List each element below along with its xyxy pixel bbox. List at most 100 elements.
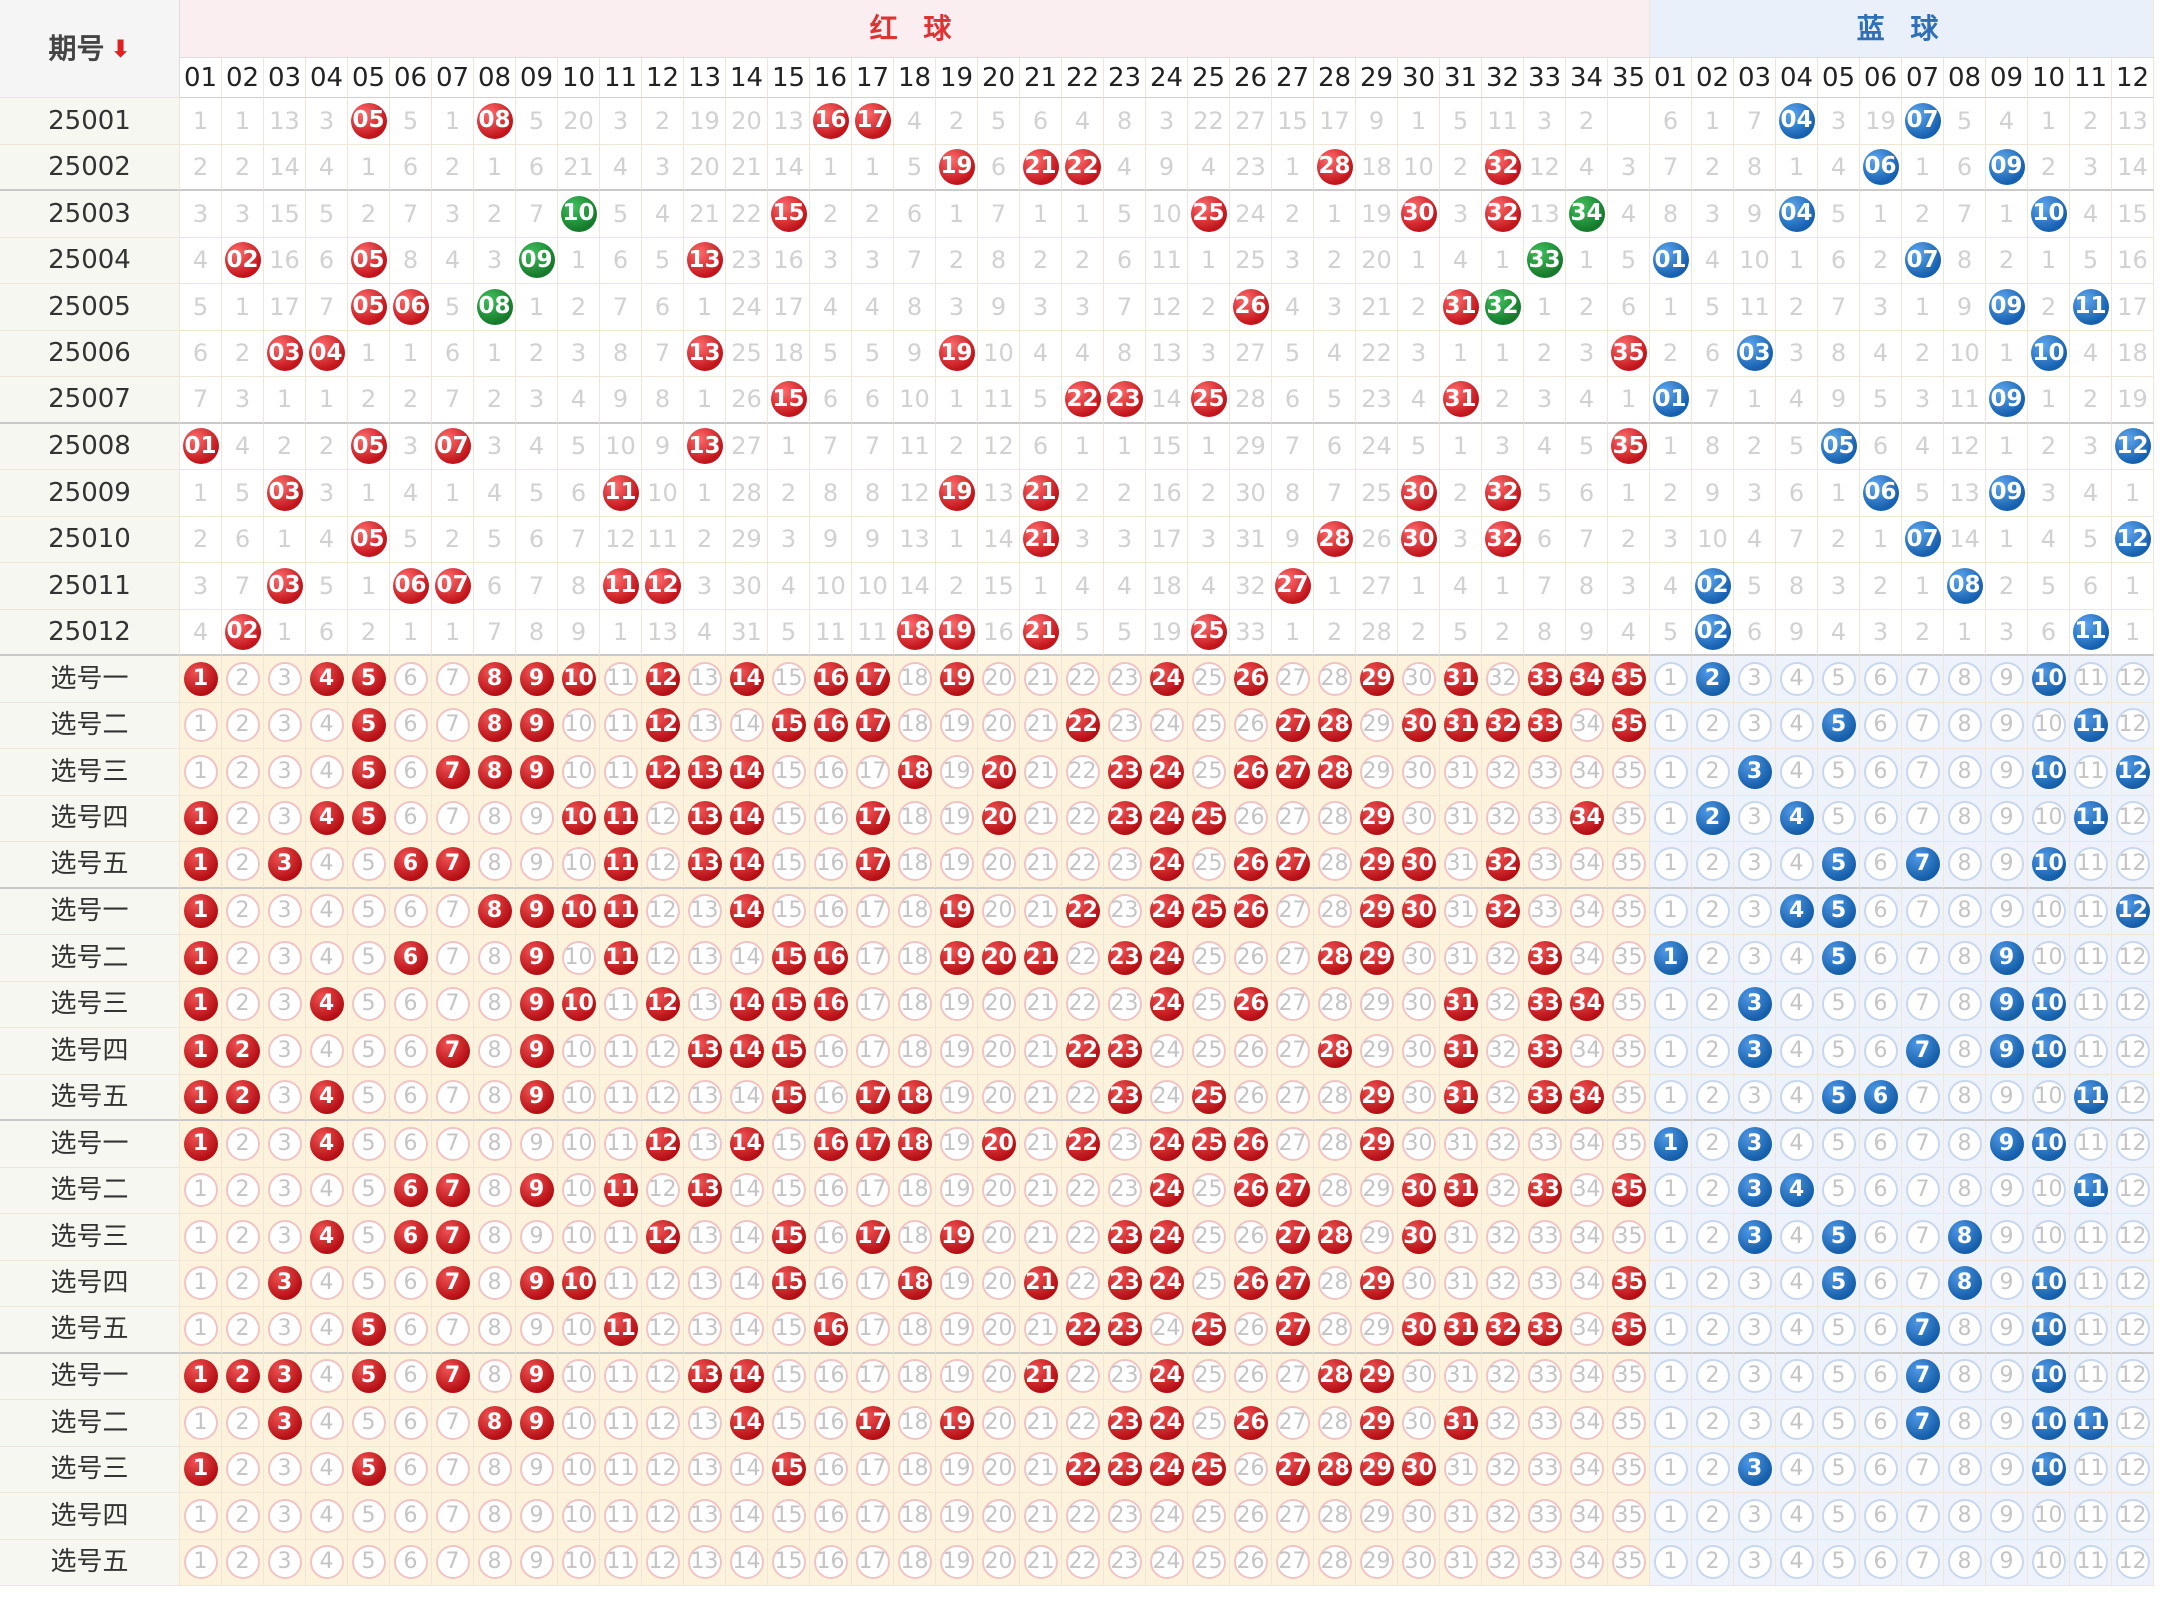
blue-selected-ball[interactable]: 9 [1989, 940, 2024, 975]
red-number-option[interactable]: 9 [519, 1312, 554, 1347]
pick-red-cell[interactable]: 13 [684, 935, 726, 982]
blue-selected-ball[interactable]: 7 [1905, 1312, 1940, 1347]
red-number-option[interactable]: 2 [225, 940, 260, 975]
pick-red-cell[interactable]: 11 [600, 1028, 642, 1075]
red-number-option[interactable]: 33 [1527, 1545, 1562, 1580]
pick-red-cell[interactable]: 6 [390, 1446, 432, 1493]
red-number-option[interactable]: 25 [1191, 1545, 1226, 1580]
pick-red-cell[interactable]: 34 [1566, 656, 1608, 703]
pick-red-cell[interactable]: 17 [852, 1121, 894, 1168]
pick-blue-cell[interactable]: 7 [1902, 1539, 1944, 1586]
pick-red-cell[interactable]: 1 [180, 1121, 222, 1168]
red-selected-ball[interactable]: 31 [1443, 708, 1478, 743]
red-number-option[interactable]: 20 [981, 1219, 1016, 1254]
pick-red-cell[interactable]: 11 [600, 1121, 642, 1168]
pick-red-cell[interactable]: 17 [852, 1167, 894, 1214]
red-number-option[interactable]: 35 [1611, 801, 1646, 836]
pick-red-cell[interactable]: 3 [264, 1307, 306, 1354]
blue-number-option[interactable]: 9 [1989, 1079, 2024, 1114]
pick-red-cell[interactable]: 17 [852, 1539, 894, 1586]
red-number-option[interactable]: 10 [561, 1033, 596, 1068]
red-selected-ball[interactable]: 12 [645, 661, 680, 696]
pick-red-cell[interactable]: 27 [1272, 1307, 1314, 1354]
red-number-option[interactable]: 32 [1485, 1219, 1520, 1254]
pick-blue-cell[interactable]: 9 [1986, 702, 2028, 749]
pick-red-cell[interactable]: 12 [642, 1167, 684, 1214]
red-selected-ball[interactable]: 29 [1359, 1079, 1394, 1114]
red-selected-ball[interactable]: 27 [1275, 708, 1310, 743]
pick-red-cell[interactable]: 1 [180, 795, 222, 842]
red-number-option[interactable]: 19 [939, 1079, 974, 1114]
pick-blue-cell[interactable]: 7 [1902, 702, 1944, 749]
red-selected-ball[interactable]: 29 [1359, 661, 1394, 696]
pick-blue-cell[interactable]: 8 [1944, 888, 1986, 935]
red-number-option[interactable]: 27 [1275, 894, 1310, 929]
pick-blue-cell[interactable]: 8 [1944, 1028, 1986, 1075]
blue-selected-ball[interactable]: 5 [1821, 1079, 1856, 1114]
pick-red-cell[interactable]: 34 [1566, 1307, 1608, 1354]
red-number-option[interactable]: 26 [1233, 1545, 1268, 1580]
pick-red-cell[interactable]: 18 [894, 1446, 936, 1493]
pick-red-cell[interactable]: 33 [1524, 749, 1566, 796]
blue-number-option[interactable]: 12 [2115, 1312, 2150, 1347]
red-selected-ball[interactable]: 22 [1065, 894, 1100, 929]
red-number-option[interactable]: 30 [1401, 1266, 1436, 1301]
blue-number-option[interactable]: 8 [1947, 708, 1982, 743]
pick-red-cell[interactable]: 9 [516, 702, 558, 749]
blue-number-option[interactable]: 2 [1695, 1219, 1730, 1254]
pick-blue-cell[interactable]: 1 [1650, 1167, 1692, 1214]
pick-blue-cell[interactable]: 4 [1776, 702, 1818, 749]
red-number-option[interactable]: 8 [477, 987, 512, 1022]
red-selected-ball[interactable]: 1 [183, 1033, 218, 1068]
blue-number-option[interactable]: 3 [1737, 847, 1772, 882]
pick-red-cell[interactable]: 5 [348, 1353, 390, 1400]
red-number-option[interactable]: 12 [645, 1173, 680, 1208]
red-selected-ball[interactable]: 24 [1149, 1405, 1184, 1440]
red-number-option[interactable]: 20 [981, 847, 1016, 882]
pick-red-cell[interactable]: 32 [1482, 1493, 1524, 1540]
red-number-option[interactable]: 9 [519, 847, 554, 882]
pick-blue-cell[interactable]: 9 [1986, 1260, 2028, 1307]
pick-blue-cell[interactable]: 12 [2112, 981, 2154, 1028]
red-number-option[interactable]: 21 [1023, 1126, 1058, 1161]
blue-selected-ball[interactable]: 10 [2031, 754, 2066, 789]
pick-red-cell[interactable]: 30 [1398, 702, 1440, 749]
blue-number-option[interactable]: 11 [2073, 987, 2108, 1022]
pick-red-cell[interactable]: 22 [1062, 935, 1104, 982]
pick-red-cell[interactable]: 16 [810, 1121, 852, 1168]
red-selected-ball[interactable]: 23 [1107, 1033, 1142, 1068]
blue-number-option[interactable]: 12 [2115, 801, 2150, 836]
red-number-option[interactable]: 31 [1443, 1219, 1478, 1254]
red-number-option[interactable]: 5 [351, 1079, 386, 1114]
pick-red-cell[interactable]: 28 [1314, 1353, 1356, 1400]
red-number-option[interactable]: 7 [435, 801, 470, 836]
red-number-option[interactable]: 2 [225, 847, 260, 882]
pick-red-cell[interactable]: 30 [1398, 1167, 1440, 1214]
red-number-option[interactable]: 21 [1023, 1312, 1058, 1347]
red-selected-ball[interactable]: 33 [1527, 1173, 1562, 1208]
red-selected-ball[interactable]: 25 [1191, 1126, 1226, 1161]
pick-red-cell[interactable]: 7 [432, 795, 474, 842]
pick-red-cell[interactable]: 27 [1272, 1539, 1314, 1586]
pick-red-cell[interactable]: 14 [726, 749, 768, 796]
red-selected-ball[interactable]: 28 [1317, 708, 1352, 743]
pick-red-cell[interactable]: 24 [1146, 1028, 1188, 1075]
red-selected-ball[interactable]: 33 [1527, 708, 1562, 743]
pick-red-cell[interactable]: 21 [1020, 1353, 1062, 1400]
pick-blue-cell[interactable]: 11 [2070, 1446, 2112, 1493]
red-number-option[interactable]: 3 [267, 1545, 302, 1580]
pick-red-cell[interactable]: 24 [1146, 1214, 1188, 1261]
red-number-option[interactable]: 18 [897, 661, 932, 696]
blue-number-option[interactable]: 2 [1695, 847, 1730, 882]
blue-number-option[interactable]: 1 [1653, 708, 1688, 743]
red-number-option[interactable]: 29 [1359, 1312, 1394, 1347]
red-number-option[interactable]: 32 [1485, 661, 1520, 696]
red-number-option[interactable]: 27 [1275, 1359, 1310, 1394]
red-number-option[interactable]: 8 [477, 1033, 512, 1068]
pick-red-cell[interactable]: 6 [390, 935, 432, 982]
pick-red-cell[interactable]: 12 [642, 795, 684, 842]
blue-number-option[interactable]: 9 [1989, 1173, 2024, 1208]
red-number-option[interactable]: 2 [225, 1219, 260, 1254]
red-number-option[interactable]: 25 [1191, 1498, 1226, 1533]
pick-red-cell[interactable]: 27 [1272, 935, 1314, 982]
